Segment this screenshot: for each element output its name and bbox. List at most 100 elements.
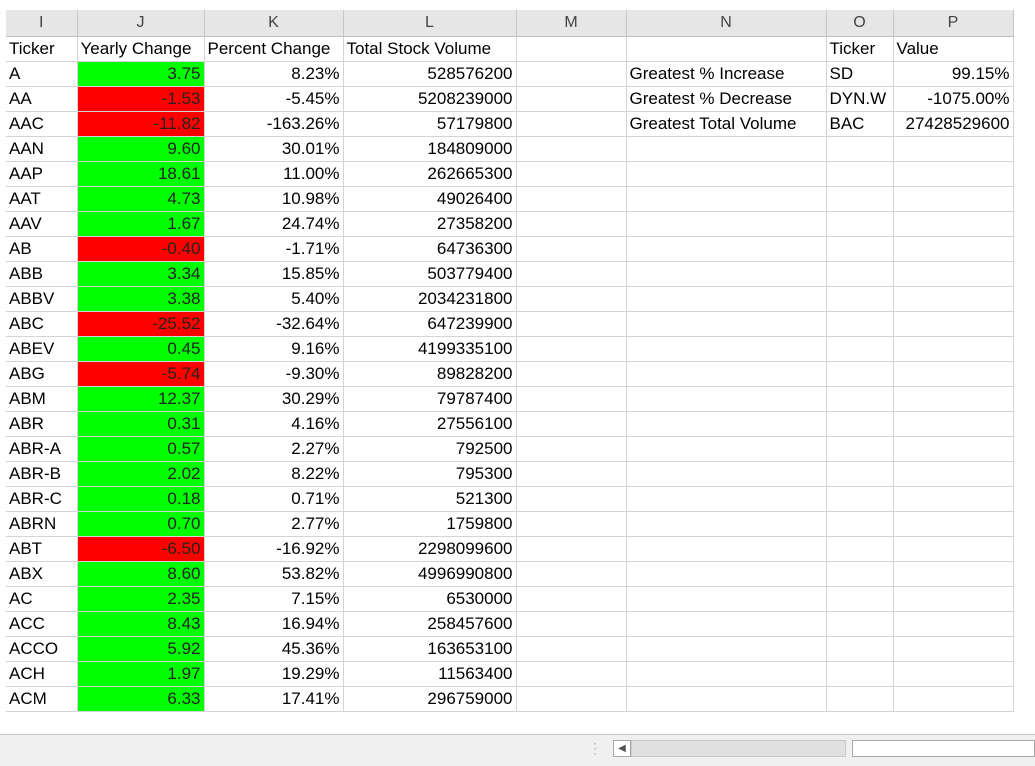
cell-total-volume[interactable]: 184809000 [343, 136, 517, 162]
cell-empty[interactable] [626, 361, 827, 387]
cell-yearly-change[interactable]: 8.60 [77, 561, 205, 587]
cell-empty[interactable] [626, 386, 827, 412]
cell-yearly-change[interactable]: 2.02 [77, 461, 205, 487]
cell-empty[interactable] [516, 211, 627, 237]
cell-total-volume[interactable]: 2034231800 [343, 286, 517, 312]
cell-total-volume[interactable]: 795300 [343, 461, 517, 487]
cell-empty[interactable] [893, 636, 1014, 662]
cell-yearly-change[interactable]: 1.97 [77, 661, 205, 687]
cell-ticker[interactable]: ABG [6, 361, 78, 387]
cell-empty[interactable] [516, 611, 627, 637]
cell-empty[interactable] [516, 411, 627, 437]
cell-percent-change[interactable]: 10.98% [204, 186, 344, 212]
cell-summary-ticker[interactable]: BAC [826, 111, 894, 137]
cell-empty[interactable] [626, 261, 827, 287]
cell-empty[interactable] [516, 36, 627, 62]
cell-empty[interactable] [516, 636, 627, 662]
cell-percent-change[interactable]: 24.74% [204, 211, 344, 237]
cell-ticker[interactable]: AB [6, 236, 78, 262]
cell-percent-change[interactable]: 0.71% [204, 486, 344, 512]
cell-total-volume[interactable]: 5208239000 [343, 86, 517, 112]
cell-empty[interactable] [626, 561, 827, 587]
cell-yearly-change[interactable]: 3.38 [77, 286, 205, 312]
cell-summary-value[interactable]: 99.15% [893, 61, 1014, 87]
cell-ticker[interactable]: ABR-A [6, 436, 78, 462]
cell-empty[interactable] [893, 261, 1014, 287]
cell-empty[interactable] [626, 411, 827, 437]
cell-empty[interactable] [516, 336, 627, 362]
cell-total-volume[interactable]: 647239900 [343, 311, 517, 337]
cell-total-volume[interactable]: 1759800 [343, 511, 517, 537]
cell-percent-change[interactable]: -16.92% [204, 536, 344, 562]
cell-empty[interactable] [516, 511, 627, 537]
cell-yearly-change[interactable]: 0.57 [77, 436, 205, 462]
cell-yearly-change[interactable]: -5.74 [77, 361, 205, 387]
cell-empty[interactable] [516, 361, 627, 387]
cell-yearly-change[interactable]: 2.35 [77, 586, 205, 612]
cell-empty[interactable] [826, 636, 894, 662]
cell-ticker[interactable]: ACC [6, 611, 78, 637]
cell-ticker[interactable]: AAT [6, 186, 78, 212]
cell-yearly-change[interactable]: 6.33 [77, 686, 205, 712]
cell-empty[interactable] [626, 186, 827, 212]
cell-empty[interactable] [626, 236, 827, 262]
cell-empty[interactable] [826, 586, 894, 612]
cell-yearly-change[interactable]: -11.82 [77, 111, 205, 137]
cell-empty[interactable] [826, 436, 894, 462]
cell-ticker[interactable]: A [6, 61, 78, 87]
horizontal-scrollbar-thumb[interactable] [852, 740, 1035, 757]
cell-empty[interactable] [826, 136, 894, 162]
cell-empty[interactable] [826, 161, 894, 187]
cell-empty[interactable] [893, 336, 1014, 362]
cell-empty[interactable] [626, 286, 827, 312]
cell-empty[interactable] [893, 386, 1014, 412]
cell-yearly-change[interactable]: -25.52 [77, 311, 205, 337]
cell-empty[interactable] [826, 311, 894, 337]
cell-ticker[interactable]: ABR-B [6, 461, 78, 487]
cell-empty[interactable] [893, 661, 1014, 687]
cell-ticker[interactable]: ACM [6, 686, 78, 712]
cell-percent-change[interactable]: 30.29% [204, 386, 344, 412]
cell-ticker[interactable]: ABX [6, 561, 78, 587]
cell-percent-change[interactable]: 8.23% [204, 61, 344, 87]
cell-empty[interactable] [826, 261, 894, 287]
cell-empty[interactable] [826, 211, 894, 237]
cell-total-volume[interactable]: 49026400 [343, 186, 517, 212]
cell-percent-change[interactable]: 4.16% [204, 411, 344, 437]
cell-empty[interactable] [826, 561, 894, 587]
cell-empty[interactable] [893, 136, 1014, 162]
cell-percent-change[interactable]: 30.01% [204, 136, 344, 162]
cell-empty[interactable] [516, 436, 627, 462]
cell-total-volume[interactable]: 258457600 [343, 611, 517, 637]
cell-empty[interactable] [516, 286, 627, 312]
cell-summary-label[interactable]: Greatest % Increase [626, 61, 827, 87]
cell-empty[interactable] [516, 236, 627, 262]
column-header-o[interactable]: O [826, 10, 894, 37]
cell-total-volume[interactable]: 79787400 [343, 386, 517, 412]
cell-empty[interactable] [516, 86, 627, 112]
cell-ticker[interactable]: AC [6, 586, 78, 612]
cell-percent-change[interactable]: 19.29% [204, 661, 344, 687]
cell-empty[interactable] [826, 686, 894, 712]
cell-percent-change[interactable]: 9.16% [204, 336, 344, 362]
cell-empty[interactable] [626, 536, 827, 562]
cell-empty[interactable] [826, 186, 894, 212]
cell-total-volume[interactable]: 57179800 [343, 111, 517, 137]
column-header-n[interactable]: N [626, 10, 827, 37]
cell-total-volume[interactable]: 11563400 [343, 661, 517, 687]
cell-empty[interactable] [516, 111, 627, 137]
cell-empty[interactable] [826, 661, 894, 687]
cell-summary-label[interactable]: Greatest % Decrease [626, 86, 827, 112]
cell-yearly-change[interactable]: 4.73 [77, 186, 205, 212]
cell-total-volume[interactable]: 521300 [343, 486, 517, 512]
cell-summary-value[interactable]: 27428529600 [893, 111, 1014, 137]
cell-empty[interactable] [893, 486, 1014, 512]
cell-ticker[interactable]: ACH [6, 661, 78, 687]
column-header-m[interactable]: M [516, 10, 627, 37]
cell-empty[interactable] [893, 686, 1014, 712]
cell-total-volume[interactable]: 89828200 [343, 361, 517, 387]
cell-total-volume[interactable]: 792500 [343, 436, 517, 462]
cell-empty[interactable] [626, 211, 827, 237]
cell-summary-ticker-header[interactable]: Ticker [826, 36, 894, 62]
column-header-p[interactable]: P [893, 10, 1014, 37]
